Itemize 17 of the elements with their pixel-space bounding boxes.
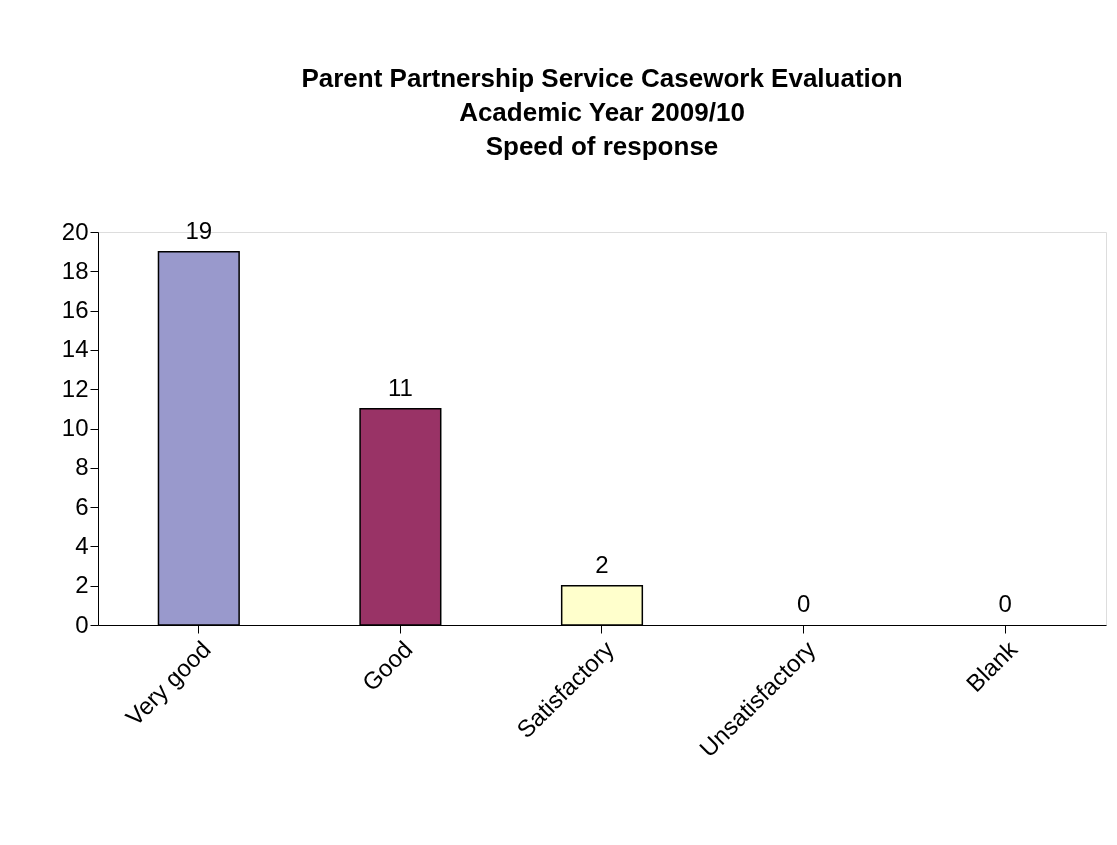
data-label: 19 [185,216,213,244]
y-tick-label: 0 [75,610,89,638]
chart-title: Parent Partnership Service Casework Evaluation Academic Year 2009/10 Speed of response [301,62,903,161]
y-tick-label: 14 [61,335,89,363]
y-tick-label: 20 [61,217,89,245]
y-tick-label: 8 [75,453,89,481]
data-label: 2 [595,550,609,578]
y-tick-label: 12 [61,374,89,402]
y-tick-label: 6 [75,492,89,520]
y-tick-label: 10 [61,414,89,441]
data-label: 0 [796,590,811,617]
data-label: 0 [998,590,1012,617]
y-tick-label: 2 [75,571,89,599]
y-tick-label: 4 [75,531,89,559]
y-tick-label: 18 [61,256,89,284]
data-label: 11 [387,373,413,401]
y-tick-label: 16 [61,296,89,324]
